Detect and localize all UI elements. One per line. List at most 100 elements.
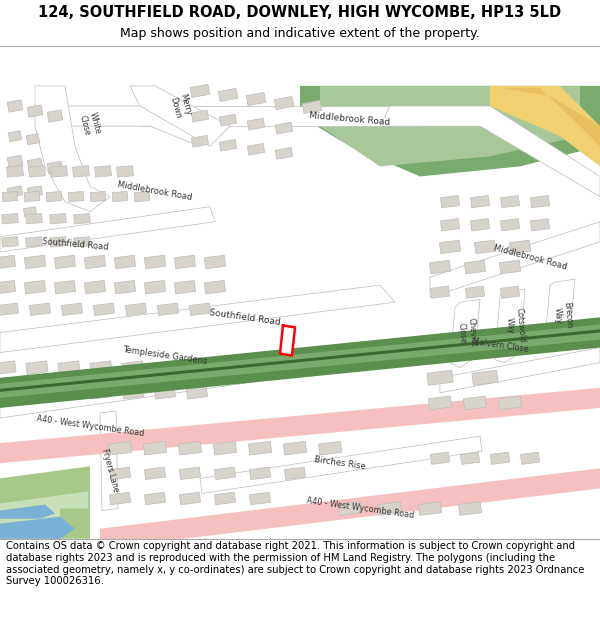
Polygon shape — [0, 46, 600, 539]
Polygon shape — [428, 396, 452, 410]
Polygon shape — [25, 281, 46, 294]
Polygon shape — [145, 255, 166, 269]
Polygon shape — [112, 191, 128, 202]
Polygon shape — [320, 86, 580, 166]
Polygon shape — [280, 326, 295, 356]
Text: Brecon
Way: Brecon Way — [552, 301, 574, 329]
Polygon shape — [0, 342, 425, 418]
Text: Southfield Road: Southfield Road — [209, 308, 281, 327]
Text: Middlebrook Road: Middlebrook Road — [117, 181, 193, 203]
Polygon shape — [0, 255, 16, 269]
Text: Middlebrook Road: Middlebrook Road — [493, 243, 568, 271]
Polygon shape — [214, 492, 236, 505]
Polygon shape — [530, 196, 550, 208]
Polygon shape — [116, 166, 133, 177]
Polygon shape — [179, 492, 200, 505]
Polygon shape — [109, 492, 131, 505]
Polygon shape — [26, 237, 43, 247]
Polygon shape — [134, 191, 150, 202]
Polygon shape — [190, 303, 211, 316]
Polygon shape — [460, 452, 479, 464]
Polygon shape — [190, 84, 210, 98]
Text: Malvern Close: Malvern Close — [472, 337, 529, 354]
Polygon shape — [143, 441, 167, 455]
Polygon shape — [247, 143, 265, 155]
Polygon shape — [275, 122, 293, 134]
Polygon shape — [490, 452, 509, 464]
Polygon shape — [7, 155, 23, 168]
Polygon shape — [0, 303, 19, 316]
Polygon shape — [427, 370, 453, 385]
Polygon shape — [283, 441, 307, 455]
Text: 124, SOUTHFIELD ROAD, DOWNLEY, HIGH WYCOMBE, HP13 5LD: 124, SOUTHFIELD ROAD, DOWNLEY, HIGH WYCO… — [38, 5, 562, 20]
Polygon shape — [0, 361, 16, 374]
Polygon shape — [47, 110, 63, 123]
Polygon shape — [68, 191, 84, 202]
Text: A40 - West Wycombe Road: A40 - West Wycombe Road — [306, 496, 414, 521]
Polygon shape — [466, 286, 485, 298]
Polygon shape — [55, 255, 76, 269]
Text: Southfield Road: Southfield Road — [41, 238, 109, 252]
Polygon shape — [440, 219, 460, 231]
Polygon shape — [450, 299, 480, 368]
Polygon shape — [7, 100, 23, 112]
Polygon shape — [191, 110, 209, 122]
Polygon shape — [74, 214, 91, 224]
Polygon shape — [130, 86, 230, 146]
Polygon shape — [520, 452, 539, 464]
Polygon shape — [154, 387, 176, 399]
Polygon shape — [85, 281, 106, 294]
Polygon shape — [274, 96, 294, 109]
Polygon shape — [24, 191, 40, 202]
Polygon shape — [157, 303, 179, 316]
Polygon shape — [74, 237, 91, 247]
Polygon shape — [100, 468, 600, 549]
Polygon shape — [0, 388, 600, 463]
Text: Map shows position and indicative extent of the property.: Map shows position and indicative extent… — [120, 28, 480, 40]
Polygon shape — [0, 491, 88, 524]
Polygon shape — [246, 92, 266, 106]
Polygon shape — [248, 441, 272, 455]
Polygon shape — [191, 136, 209, 147]
Polygon shape — [470, 196, 490, 208]
Polygon shape — [47, 161, 63, 174]
Polygon shape — [26, 361, 48, 374]
Polygon shape — [28, 186, 43, 198]
Text: White
Close: White Close — [78, 111, 102, 138]
Polygon shape — [85, 255, 106, 269]
Polygon shape — [29, 166, 46, 177]
Polygon shape — [140, 106, 420, 126]
Polygon shape — [220, 114, 236, 126]
Polygon shape — [122, 387, 143, 399]
Polygon shape — [499, 396, 521, 410]
Polygon shape — [500, 219, 520, 231]
Polygon shape — [0, 285, 395, 352]
Polygon shape — [430, 260, 451, 274]
Polygon shape — [90, 361, 112, 374]
Polygon shape — [0, 387, 16, 399]
Text: Birches Rise: Birches Rise — [314, 455, 366, 471]
Polygon shape — [464, 260, 485, 274]
Text: Fryers Lane: Fryers Lane — [100, 448, 120, 493]
Polygon shape — [73, 166, 89, 177]
Polygon shape — [0, 504, 55, 519]
Polygon shape — [200, 436, 482, 494]
Polygon shape — [247, 118, 265, 130]
Polygon shape — [7, 186, 23, 198]
Polygon shape — [300, 86, 600, 176]
Polygon shape — [58, 387, 80, 399]
Polygon shape — [50, 106, 220, 146]
Polygon shape — [27, 105, 43, 118]
Text: Middlebrook Road: Middlebrook Road — [309, 111, 391, 127]
Polygon shape — [205, 255, 226, 269]
Polygon shape — [95, 166, 112, 177]
Polygon shape — [154, 361, 176, 374]
Polygon shape — [338, 502, 362, 516]
Polygon shape — [100, 411, 118, 511]
Polygon shape — [284, 467, 305, 479]
Polygon shape — [8, 131, 22, 142]
Polygon shape — [470, 219, 490, 231]
Polygon shape — [26, 214, 43, 224]
Polygon shape — [490, 88, 600, 146]
Polygon shape — [179, 467, 200, 479]
